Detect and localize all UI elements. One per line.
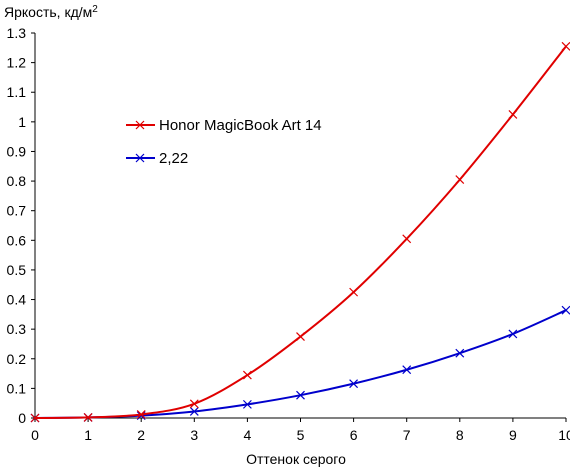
y-tick-label: 0.7 [7, 203, 27, 219]
legend-item-0: Honor MagicBook Art 14 [126, 117, 322, 134]
x-axis-title: Оттенок серого [246, 451, 346, 467]
legend: Honor MagicBook Art 14 2,22 [126, 117, 322, 167]
x-tick-label: 7 [403, 427, 411, 443]
series-line [34, 45, 567, 419]
data-point-marker [402, 234, 412, 244]
y-tick-label: 0.3 [7, 321, 27, 337]
data-point-marker [402, 365, 412, 375]
legend-swatch-marker [135, 120, 145, 130]
x-tick-label: 3 [190, 427, 198, 443]
y-axis-title: Яркость, кд/м2 [4, 4, 98, 20]
legend-item-1: 2,22 [126, 150, 188, 167]
data-point-marker [296, 332, 305, 341]
y-tick-label: 1 [18, 114, 26, 130]
x-tick-label: 4 [244, 427, 252, 443]
x-tick-label: 6 [350, 427, 358, 443]
y-tick-label: 0 [18, 410, 26, 426]
data-point-marker [296, 390, 305, 400]
y-tick-label: 0.9 [7, 143, 27, 159]
x-tick-label: 8 [456, 427, 464, 443]
axes [31, 32, 567, 422]
data-point-marker [561, 305, 570, 315]
data-point-marker [242, 399, 252, 409]
y-tick-label: 0.6 [7, 232, 27, 248]
data-point-marker [455, 348, 465, 358]
data-point-marker [349, 287, 359, 297]
data-point-marker [189, 399, 199, 409]
x-tick-label: 5 [297, 427, 305, 443]
data-point-marker [561, 41, 570, 51]
y-tick-label: 0.8 [7, 173, 27, 189]
data-point-marker [349, 379, 359, 389]
data-point-marker [455, 175, 465, 185]
data-point-marker [508, 110, 518, 119]
y-tick-label: 0.4 [7, 292, 27, 308]
series-0 [30, 41, 570, 423]
y-tick-label: 0.5 [7, 262, 27, 278]
legend-swatch-marker [135, 153, 145, 163]
series-1 [30, 305, 570, 423]
x-tick-label: 2 [137, 427, 145, 443]
y-axis-title-text: Яркость, кд/м [4, 4, 92, 20]
x-tick-label: 1 [84, 427, 92, 443]
y-tick-label: 0.2 [7, 351, 27, 367]
data-point-marker [508, 329, 518, 339]
x-tick-label: 9 [509, 427, 517, 443]
y-tick-label: 0.1 [7, 380, 27, 396]
x-tick-label: 10 [558, 427, 570, 443]
x-tick-label: 0 [31, 427, 39, 443]
data-point-marker [242, 370, 252, 380]
data-point-marker [136, 411, 146, 421]
data-point-marker [189, 407, 199, 416]
series-line [34, 309, 567, 419]
y-tick-label: 1.3 [7, 25, 27, 41]
y-tick-label: 1.1 [7, 84, 27, 100]
data-point-marker [83, 412, 93, 422]
series-layer [30, 41, 570, 423]
y-tick-label: 1.2 [7, 55, 27, 71]
data-point-marker [30, 413, 40, 423]
y-axis-title-superscript: 2 [92, 4, 98, 15]
data-point-marker [136, 410, 146, 419]
legend-label: Honor MagicBook Art 14 [159, 117, 322, 134]
tick-labels: 0 0.1 0.2 0.3 0.4 0.5 0.6 0.7 0.8 0.9 1 1.1 1.2 1.3 0 1… [7, 25, 570, 443]
legend-label: 2,22 [159, 150, 188, 167]
